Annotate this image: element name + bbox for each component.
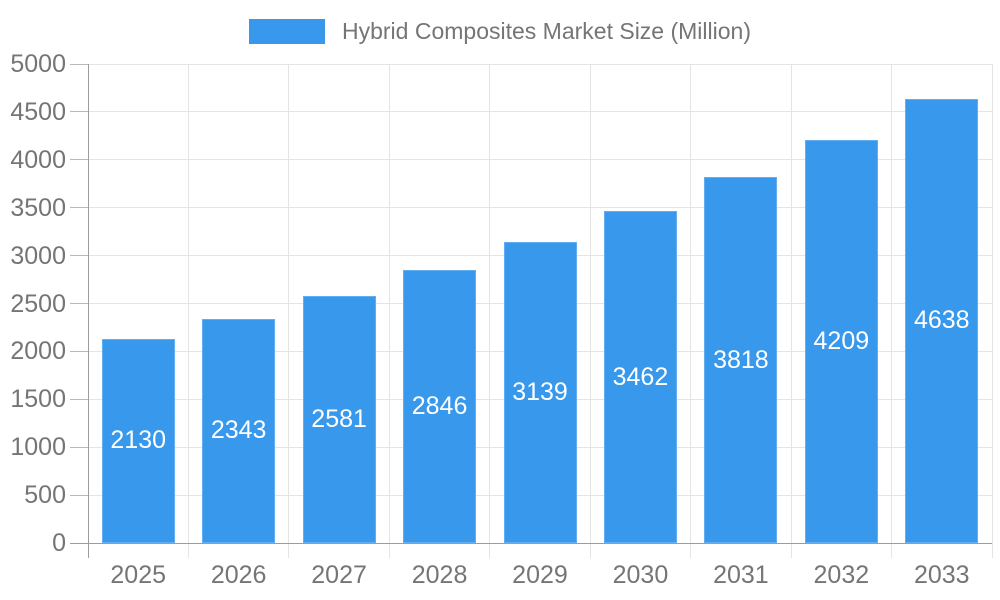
y-gridline	[88, 111, 992, 113]
y-axis-label: 2500	[10, 289, 66, 318]
x-axis-label: 2025	[110, 561, 167, 589]
legend: Hybrid Composites Market Size (Million)	[0, 18, 1000, 45]
bar-2027: 2581	[302, 295, 376, 543]
bar-2029: 3139	[503, 242, 577, 543]
x-gridline	[288, 64, 290, 558]
x-gridline	[187, 64, 189, 558]
bar-value-label: 2846	[411, 392, 468, 421]
bar-2033: 4638	[905, 98, 979, 543]
x-axis-label: 2026	[210, 561, 267, 589]
legend-series-label: Hybrid Composites Market Size (Million)	[342, 18, 751, 44]
y-axis-label: 4500	[10, 97, 66, 126]
x-axis-label: 2032	[813, 561, 870, 589]
y-axis-tick	[70, 111, 88, 113]
y-gridline	[88, 207, 992, 209]
bar-value-label: 2581	[311, 404, 367, 433]
legend-item[interactable]: Hybrid Composites Market Size (Million)	[249, 18, 751, 45]
y-axis-label: 500	[24, 481, 66, 510]
y-gridline	[88, 63, 992, 65]
bar-value-label: 3139	[512, 378, 568, 407]
x-gridline	[891, 64, 893, 558]
x-gridline	[690, 64, 692, 558]
y-axis-tick	[70, 494, 88, 496]
y-axis-tick	[70, 207, 88, 209]
y-axis-label: 5000	[10, 50, 66, 78]
y-axis-tick	[70, 63, 88, 65]
bar-2032: 4209	[804, 139, 878, 543]
y-axis-label: 4000	[10, 145, 66, 174]
bar-value-label: 2343	[210, 416, 267, 445]
x-gridline	[489, 64, 491, 558]
x-gridline	[991, 64, 993, 558]
y-axis-tick	[70, 446, 88, 448]
x-axis-line	[70, 542, 992, 544]
bar-value-label: 3462	[612, 362, 669, 391]
y-axis-tick	[70, 159, 88, 161]
bar-2028: 2846	[403, 270, 477, 543]
y-axis-line	[87, 64, 89, 558]
y-axis-label: 1000	[10, 433, 66, 462]
x-axis-label: 2027	[311, 561, 367, 589]
x-gridline	[388, 64, 390, 558]
y-axis-tick	[70, 303, 88, 304]
x-axis-label: 2028	[411, 561, 468, 589]
bar-2030: 3462	[603, 211, 677, 543]
y-axis-label: 1500	[10, 385, 66, 414]
bar-2031: 3818	[704, 177, 778, 543]
bar-2026: 2343	[202, 318, 276, 543]
y-axis-label: 2000	[10, 337, 66, 366]
y-axis-label: 3000	[10, 241, 66, 270]
bar-value-label: 2130	[110, 426, 167, 455]
y-axis-label: 3500	[10, 193, 66, 222]
x-axis-label: 2030	[612, 561, 669, 589]
y-axis-label: 0	[52, 529, 66, 557]
y-axis-tick	[70, 255, 88, 257]
x-gridline	[790, 64, 792, 558]
x-axis-label: 2029	[512, 561, 568, 589]
bar-value-label: 4209	[813, 326, 870, 355]
x-axis-label: 2033	[913, 561, 970, 589]
x-axis-label: 2031	[713, 561, 769, 589]
bar-2025: 2130	[101, 338, 175, 543]
legend-swatch	[249, 19, 325, 44]
y-gridline	[88, 159, 992, 161]
bar-value-label: 3818	[713, 345, 769, 374]
bar-value-label: 4638	[913, 306, 970, 335]
y-axis-tick	[70, 350, 88, 352]
y-axis-tick	[70, 398, 88, 400]
x-gridline	[589, 64, 591, 558]
